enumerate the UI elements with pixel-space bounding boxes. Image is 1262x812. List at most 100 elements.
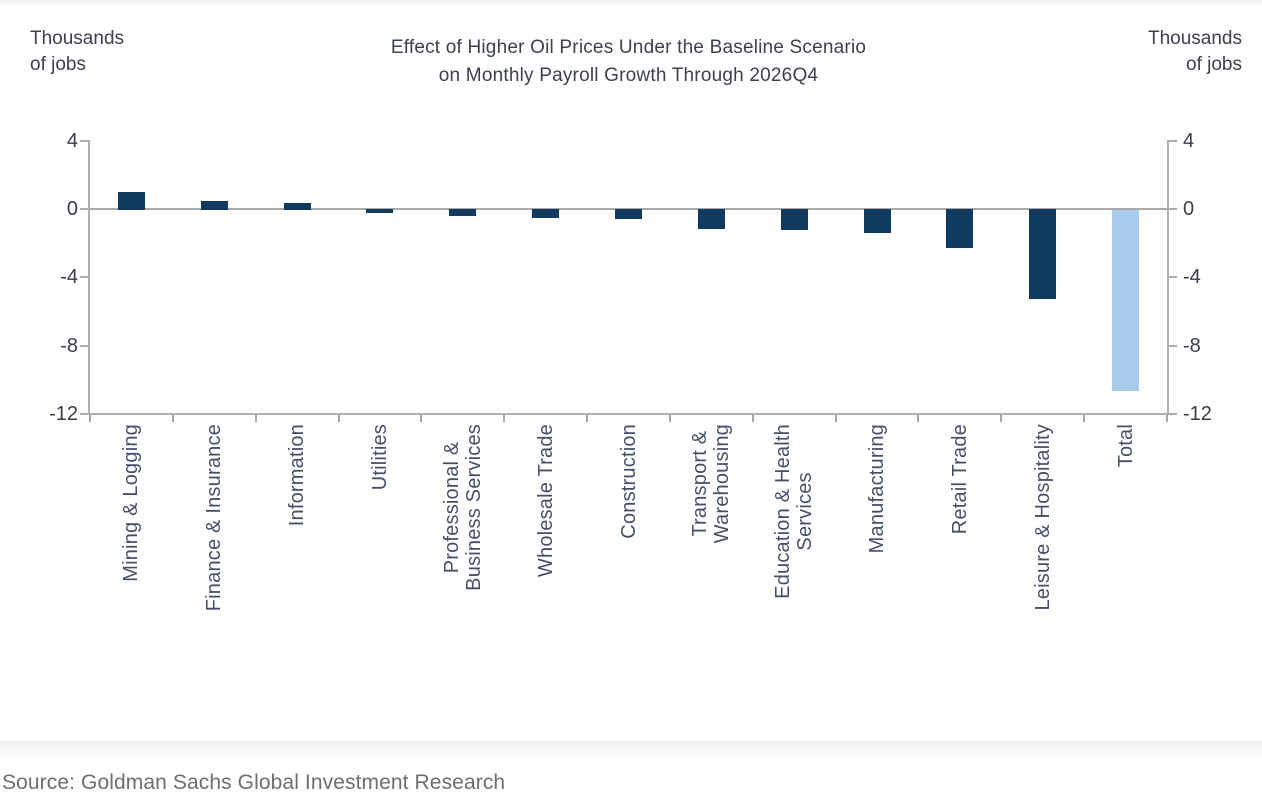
y-axis-unit-left: Thousands of jobs <box>30 26 124 78</box>
x-axis-tick <box>337 415 340 422</box>
bar-information <box>283 203 311 210</box>
category-label-line: Total <box>1114 424 1137 468</box>
bar-utilities <box>366 209 394 214</box>
category-label-line: Professional & <box>440 441 463 574</box>
x-axis-tick <box>420 415 423 422</box>
x-axis-tick <box>586 415 589 422</box>
category-label-text: Professional & Business Services <box>441 424 485 591</box>
x-axis-tick <box>1083 415 1086 422</box>
category-label-line: Leisure & Hospitality <box>1031 424 1054 611</box>
category-label: Finance & Insurance <box>203 424 225 734</box>
x-axis-tick <box>668 415 671 422</box>
category-label-line: Services <box>794 472 817 551</box>
category-label-line: Business Services <box>462 424 485 591</box>
x-axis-line <box>88 413 1169 415</box>
y-tick-label-left: -4 <box>60 266 78 289</box>
plot-area: 4 4 0 0 -4 -4 -8 -8 -12 -12 Mining & Logging Financ… <box>49 129 1212 734</box>
category-label-text: Transport & Warehousing <box>689 424 733 543</box>
y-axis-tick-left <box>80 208 88 210</box>
y-axis-unit-right-line2: of jobs <box>1186 54 1242 75</box>
category-label: Retail Trade <box>949 424 971 734</box>
category-label-text: Finance & Insurance <box>203 424 225 611</box>
category-label: Total <box>1115 424 1137 734</box>
category-label: Mining & Logging <box>120 424 142 734</box>
category-label-line: Construction <box>617 424 640 539</box>
bar-construction <box>615 209 642 220</box>
category-label-text: Total <box>1115 424 1137 467</box>
category-label: Manufacturing <box>866 424 888 734</box>
x-axis-tick <box>1000 415 1003 422</box>
category-label: Information <box>286 424 308 734</box>
chart-title-line1: Effect of Higher Oil Prices Under the Ba… <box>390 37 867 58</box>
y-axis-left-spine <box>88 140 90 415</box>
y-tick-label-right: 0 <box>1183 198 1195 220</box>
category-label: Leisure & Hospitality <box>1032 424 1054 734</box>
y-tick-label-left: 4 <box>66 129 78 152</box>
bar-education-health-services <box>780 209 808 231</box>
category-label-line: Wholesale Trade <box>534 424 557 578</box>
x-axis-tick <box>171 415 174 422</box>
bottom-divider-band <box>0 740 1262 760</box>
y-axis-unit-left-line1: Thousands <box>30 28 125 49</box>
y-axis-tick-right <box>1169 412 1177 415</box>
y-axis-unit-left-line2: of jobs <box>30 54 86 75</box>
category-label-line: Finance & Insurance <box>203 424 226 612</box>
category-label-line: Manufacturing <box>866 424 889 554</box>
y-axis-tick-right <box>1169 208 1177 210</box>
bar-professional-business-services <box>449 209 477 216</box>
source-text: Source: Goldman Sachs Global Investment … <box>2 771 506 794</box>
category-label-text: Leisure & Hospitality <box>1032 424 1054 611</box>
bar-leisure-hospitality <box>1029 209 1057 299</box>
category-label: Education & Health Services <box>772 424 816 734</box>
bar-mining-logging <box>117 191 145 210</box>
bar-wholesale-trade <box>532 209 560 218</box>
y-axis-unit-right-line1: Thousands <box>1147 28 1242 49</box>
category-label-text: Utilities <box>369 424 391 490</box>
category-label-line: Warehousing <box>711 424 734 544</box>
category-label-line: Mining & Logging <box>120 424 143 582</box>
top-divider-band <box>0 0 1262 6</box>
category-label: Utilities <box>369 424 391 734</box>
category-label-text: Mining & Logging <box>120 424 142 582</box>
category-label-text: Wholesale Trade <box>535 424 557 577</box>
category-label-line: Information <box>286 424 309 527</box>
bar-manufacturing <box>863 209 891 234</box>
bar-transport-warehousing <box>697 209 725 229</box>
bar-retail-trade <box>946 209 974 248</box>
category-label-line: Transport & <box>689 430 712 537</box>
category-label: Transport & Warehousing <box>689 424 733 734</box>
y-axis-tick-left <box>80 344 88 347</box>
category-label-text: Education & Health Services <box>772 424 816 599</box>
category-label-text: Retail Trade <box>949 424 971 534</box>
y-tick-label-right: -12 <box>1183 402 1212 425</box>
y-axis-tick-left <box>80 412 88 415</box>
y-axis-right-spine <box>1167 140 1169 415</box>
chart-title: Effect of Higher Oil Prices Under the Ba… <box>90 34 1167 90</box>
y-tick-label-right: 4 <box>1183 129 1195 152</box>
y-axis-tick-left <box>80 139 88 142</box>
category-label: Wholesale Trade <box>535 424 557 734</box>
y-tick-label-right: -8 <box>1183 334 1201 357</box>
x-axis-tick <box>917 415 920 422</box>
y-tick-label-left: -12 <box>49 402 78 425</box>
category-label-text: Information <box>286 424 308 526</box>
x-axis-tick <box>834 415 837 422</box>
category-label-line: Retail Trade <box>948 424 971 535</box>
y-tick-label-left: 0 <box>66 198 78 220</box>
x-axis-tick <box>89 415 91 422</box>
category-label-text: Construction <box>618 424 640 539</box>
y-axis-tick-right <box>1169 344 1177 347</box>
y-axis-tick-right <box>1169 276 1177 279</box>
x-axis-tick <box>254 415 257 422</box>
category-label: Construction <box>618 424 640 734</box>
x-axis-tick <box>503 415 506 422</box>
category-label-line: Education & Health <box>772 424 795 599</box>
y-tick-label-left: -8 <box>60 334 78 357</box>
category-label-text: Manufacturing <box>866 424 888 553</box>
bar-total <box>1112 209 1140 392</box>
y-axis-tick-right <box>1169 139 1177 142</box>
y-axis-tick-left <box>80 276 88 279</box>
category-label-line: Utilities <box>368 424 391 491</box>
y-axis-unit-right: Thousands of jobs <box>1148 26 1242 78</box>
